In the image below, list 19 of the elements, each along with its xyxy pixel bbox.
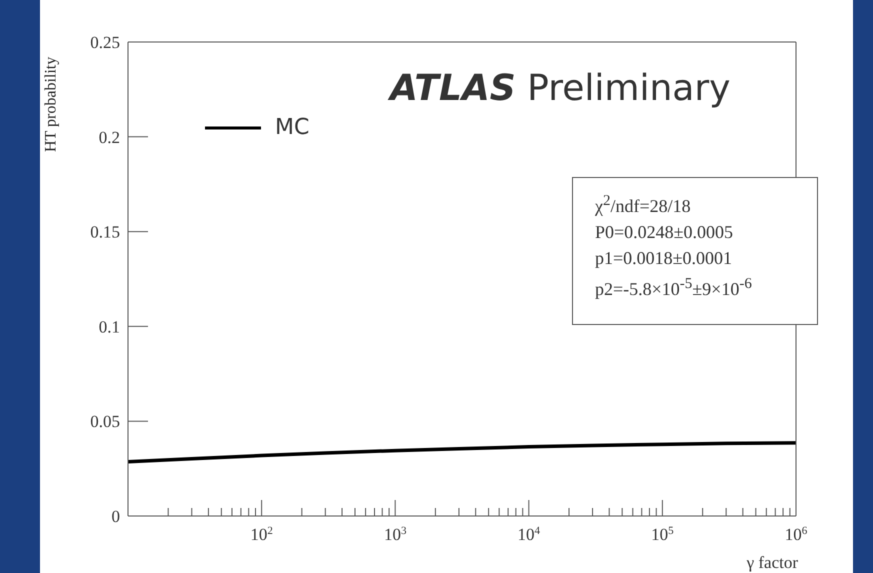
y-tick-label: 0.25 <box>90 33 120 52</box>
y-tick-label: 0.2 <box>98 128 120 147</box>
x-axis-title: γ factor <box>746 553 798 572</box>
x-tick-label: 10$^{6}$ <box>784 525 808 544</box>
annotation: p2=-5.8×10$^{-5}$±9×10$^{-6}$ <box>595 276 752 299</box>
text: ATLAS Preliminary <box>390 68 730 109</box>
annotation: P0=0.0248±0.0005 <box>595 222 734 242</box>
y-tick-label: 0.05 <box>90 412 120 432</box>
annotation: p1=0.0018±0.0001 <box>595 248 732 268</box>
legend-label: MC <box>275 115 310 140</box>
x-tick-label: 10$^{3}$ <box>384 525 407 544</box>
y-tick-label: 0 <box>112 507 120 526</box>
x-tick-label: 10$^{2}$ <box>250 525 273 544</box>
annotation: χ$^{2}$/ndf=28/18 <box>595 193 691 216</box>
y-tick-label: 0.15 <box>90 222 120 242</box>
x-tick-label: 10$^{5}$ <box>651 525 674 544</box>
y-axis-title: HT probability <box>42 56 60 152</box>
x-tick-label: 10$^{4}$ <box>518 525 541 544</box>
y-tick-label: 0.1 <box>98 317 120 336</box>
